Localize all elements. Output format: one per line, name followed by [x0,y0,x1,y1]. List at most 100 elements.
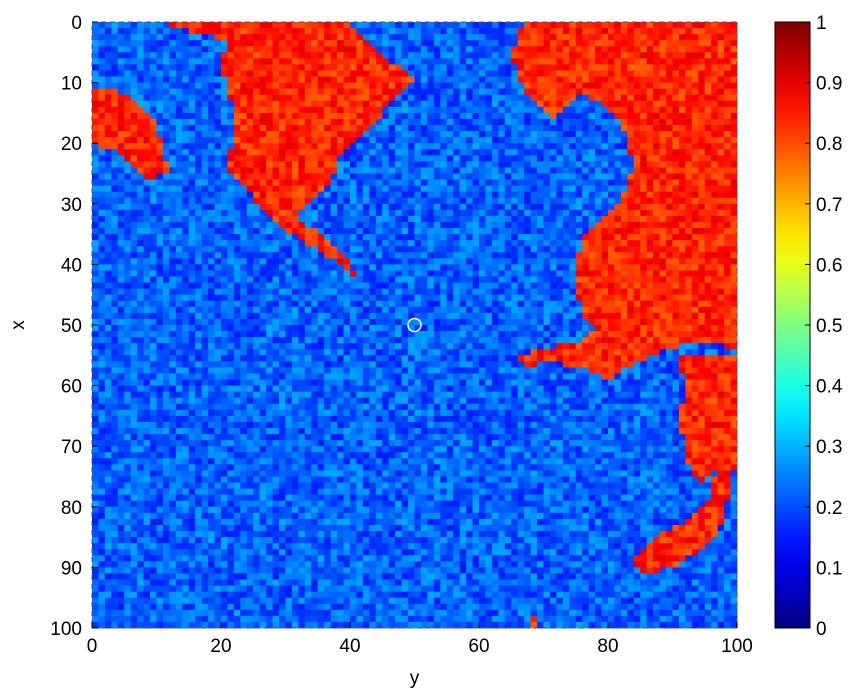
heatmap-cell [208,318,215,326]
heatmap-cell [279,252,286,259]
heatmap-cell [659,318,667,326]
heatmap-cell [717,228,725,235]
heatmap-cell [272,76,280,83]
heatmap-cell [150,215,157,223]
heatmap-cell [375,106,383,114]
heatmap-cell [704,228,712,235]
heatmap-cell [427,209,435,217]
heatmap-cell [233,149,241,156]
heatmap-cell [156,40,164,47]
heatmap-cell [569,197,577,205]
heatmap-cell [130,76,138,83]
heatmap-cell [143,118,151,126]
heatmap-cell [208,215,215,223]
heatmap-cell [524,161,531,168]
heatmap-cell [608,276,615,283]
heatmap-cell [549,94,557,102]
heatmap-cell [311,167,319,174]
heatmap-cell [330,28,338,35]
heatmap-cell [201,143,209,150]
heatmap-cell [356,191,364,199]
heatmap-cell [588,118,596,126]
heatmap-cell [627,28,635,35]
heatmap-cell [485,82,493,90]
heatmap-cell [620,240,628,247]
heatmap-cell [375,282,383,290]
heatmap-cell [324,264,332,271]
heatmap-cell [530,40,538,47]
heatmap-cell [724,203,731,211]
heatmap-cell [221,155,228,162]
heatmap-cell [427,294,435,302]
heatmap-cell [104,125,112,132]
heatmap-cell [246,288,254,296]
heatmap-cell [188,221,196,229]
heatmap-cell [272,70,280,77]
heatmap-cell [195,22,203,29]
heatmap-cell [143,191,151,199]
heatmap-cell [685,34,693,41]
heatmap-cell [227,22,235,29]
heatmap-cell [543,46,551,53]
heatmap-cell [511,203,519,211]
heatmap-cell [330,58,338,65]
heatmap-cell [324,88,332,96]
heatmap-cell [227,246,235,253]
heatmap-cell [304,179,312,187]
heatmap-cell [485,288,493,296]
heatmap-cell [678,306,686,314]
heatmap-cell [401,155,409,162]
heatmap-cell [498,282,506,290]
heatmap-cell [543,88,551,96]
heatmap-cell [537,143,544,150]
heatmap-cell [240,228,248,235]
heatmap-cell [685,131,693,138]
heatmap-cell [691,209,699,217]
heatmap-cell [208,173,215,180]
heatmap-cell [137,28,144,35]
heatmap-cell [182,185,190,193]
heatmap-cell [672,82,680,90]
heatmap-cell [530,70,538,77]
heatmap-cell [285,221,293,229]
heatmap-cell [440,70,448,77]
heatmap-cell [356,100,364,108]
heatmap-cell [614,282,622,290]
heatmap-cell [440,228,448,235]
heatmap-cell [730,155,738,162]
heatmap-cell [291,167,299,174]
heatmap-cell [504,106,512,114]
heatmap-cell [556,306,564,314]
heatmap-cell [498,34,506,41]
heatmap-cell [575,106,583,114]
heatmap-cell [620,197,628,205]
heatmap-cell [556,300,564,308]
heatmap-cell [730,167,738,174]
heatmap-cell [298,191,306,199]
heatmap-cell [266,252,273,259]
heatmap-cell [633,300,641,308]
heatmap-cell [317,264,325,271]
heatmap-cell [143,155,151,162]
heatmap-cell [208,28,215,35]
heatmap-cell [633,167,641,174]
heatmap-cell [614,179,622,187]
heatmap-cell [324,294,332,302]
heatmap-cell [504,82,512,90]
heatmap-cell [337,300,344,308]
heatmap-cell [285,252,293,259]
heatmap-cell [382,52,390,59]
heatmap-cell [588,221,596,229]
heatmap-cell [498,155,506,162]
heatmap-cell [420,46,428,53]
heatmap-cell [227,167,235,174]
heatmap-cell [582,58,590,65]
heatmap-cell [427,40,435,47]
heatmap-cell [491,76,499,83]
heatmap-cell [246,161,254,168]
heatmap-cell [350,294,357,302]
heatmap-cell [420,100,428,108]
heatmap-cell [388,197,396,205]
heatmap-cell [511,197,519,205]
heatmap-cell [562,234,570,241]
